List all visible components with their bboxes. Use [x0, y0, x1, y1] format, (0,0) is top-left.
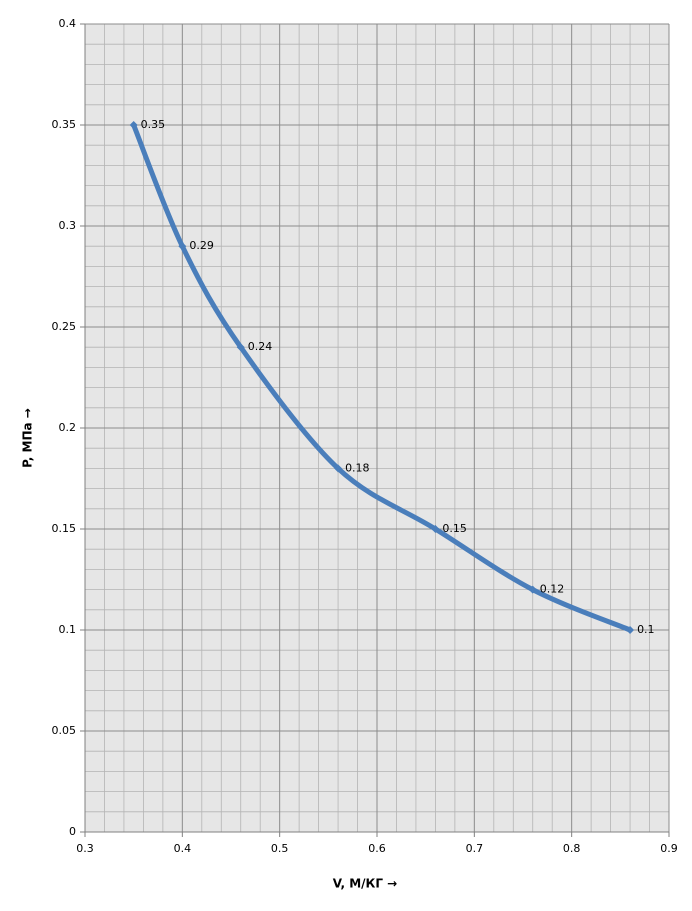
point-marker [431, 525, 440, 533]
x-tick-label: 0.3 [76, 842, 94, 855]
x-tick-label: 0.8 [563, 842, 581, 855]
data-label: 0.12 [540, 583, 565, 596]
point-marker [626, 626, 635, 634]
x-tick-label: 0.7 [466, 842, 484, 855]
y-tick-label: 0 [69, 825, 76, 838]
y-tick-label: 0.35 [52, 118, 77, 131]
x-axis-title: V, М/КГ → [333, 877, 398, 891]
y-tick-label: 0.15 [52, 522, 77, 535]
y-tick-label: 0.05 [52, 724, 77, 737]
data-label: 0.24 [248, 340, 273, 353]
data-label: 0.35 [141, 118, 166, 131]
point-marker [129, 121, 138, 129]
y-tick-label: 0.3 [59, 219, 77, 232]
data-label: 0.29 [189, 239, 214, 252]
y-tick-label: 0.2 [59, 421, 77, 434]
data-label: 0.18 [345, 461, 370, 474]
point-marker [236, 343, 245, 352]
y-axis-title: P, МПа → [21, 408, 35, 468]
x-tick-label: 0.4 [174, 842, 192, 855]
x-tick-label: 0.6 [368, 842, 386, 855]
x-tick-label: 0.5 [271, 842, 289, 855]
x-tick-label: 0.9 [660, 842, 678, 855]
y-tick-label: 0.4 [59, 17, 77, 30]
y-tick-label: 0.1 [59, 623, 77, 636]
y-tick-label: 0.25 [52, 320, 77, 333]
point-marker [178, 242, 187, 251]
data-label: 0.15 [442, 522, 467, 535]
point-marker [528, 585, 537, 594]
data-label: 0.1 [637, 623, 655, 636]
point-marker [334, 464, 343, 473]
